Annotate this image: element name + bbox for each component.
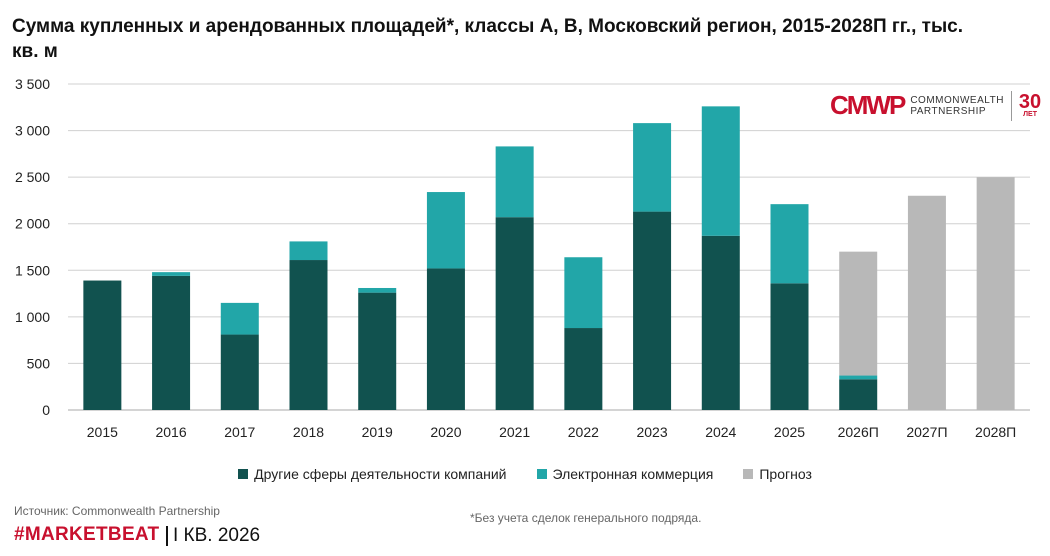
- y-axis: 0 500 1 000 1 500 2 000 2 500 3 000 3 500: [15, 76, 50, 418]
- x-tick-label: 2025: [774, 424, 805, 440]
- x-axis: 2015 2016 2017 2018 2019 2020 2021 2022 2023 2024…: [87, 424, 1016, 440]
- bar-other: [426, 268, 465, 410]
- y-tick-label: 2 500: [15, 169, 50, 185]
- bars: [83, 106, 1015, 410]
- bar-ecom: [220, 302, 259, 335]
- bar-ecom: [495, 146, 534, 218]
- logo-divider: [1010, 90, 1012, 121]
- bar-ecom: [564, 257, 603, 329]
- x-tick-label: 2021: [499, 424, 530, 440]
- bar-ecom: [839, 375, 878, 380]
- y-tick-label: 3 000: [15, 123, 50, 139]
- bar-ecom: [426, 192, 465, 269]
- x-tick-label: 2017: [224, 424, 255, 440]
- logo-text: COMMONWEALTH PARTNERSHIP: [910, 95, 1004, 117]
- bar-ecom: [289, 241, 328, 261]
- bar-other: [220, 334, 259, 410]
- x-tick-label: 2026П: [838, 424, 879, 440]
- x-tick-label: 2028П: [975, 424, 1016, 440]
- grid-lines: [68, 83, 1030, 411]
- logo-mark: CMWP: [830, 90, 906, 120]
- x-tick-label: 2016: [155, 424, 186, 440]
- bar-other: [770, 283, 809, 410]
- company-logo: CMWP COMMONWEALTH PARTNERSHIP 30 ЛЕТ: [830, 90, 1041, 121]
- bar-ecom: [701, 106, 740, 236]
- marketbeat-brand: #MARKETBEAT: [14, 524, 160, 545]
- bar-forecast: [907, 195, 946, 410]
- logo-line2: PARTNERSHIP: [910, 105, 987, 117]
- legend-swatch-ecom: [536, 469, 547, 479]
- report-period: I КВ. 2026: [166, 526, 260, 546]
- bar-other: [83, 280, 122, 410]
- x-tick-label: 2019: [362, 424, 393, 440]
- y-tick-label: 2 000: [15, 216, 50, 232]
- x-tick-label: 2020: [430, 424, 461, 440]
- y-tick-label: 500: [27, 355, 51, 371]
- bar-other: [564, 328, 603, 410]
- x-tick-label: 2015: [87, 424, 118, 440]
- bar-other: [701, 235, 740, 410]
- legend-label-forecast: Прогноз: [759, 466, 812, 482]
- bar-other: [358, 292, 397, 410]
- x-tick-label: 2018: [293, 424, 324, 440]
- bar-forecast: [839, 251, 878, 376]
- bar-other: [633, 211, 672, 410]
- bar-other: [495, 217, 534, 410]
- chart-title: Сумма купленных и арендованных площадей*…: [12, 16, 964, 62]
- y-tick-label: 0: [42, 402, 50, 418]
- bar-forecast: [976, 177, 1015, 410]
- bar-other: [289, 260, 328, 410]
- bar-ecom: [152, 272, 191, 276]
- source-note: Источник: Commonwealth Partnership: [14, 504, 220, 518]
- bar-ecom: [633, 123, 672, 212]
- anniversary-number: 30: [1018, 90, 1042, 113]
- legend-swatch-other: [238, 469, 249, 479]
- anniversary-badge: 30 ЛЕТ: [1018, 90, 1042, 119]
- chart-legend: Другие сферы деятельности компаний Элект…: [0, 466, 1050, 482]
- legend-label-ecom: Электронная коммерция: [552, 466, 714, 482]
- bar-ecom: [358, 287, 397, 293]
- legend-item-other: Другие сферы деятельности компаний: [238, 466, 507, 482]
- x-tick-label: 2023: [636, 424, 667, 440]
- x-tick-label: 2027П: [906, 424, 947, 440]
- bar-other: [839, 379, 878, 410]
- y-tick-label: 1 000: [15, 309, 50, 325]
- legend-item-ecom: Электронная коммерция: [536, 466, 714, 482]
- x-tick-label: 2022: [568, 424, 599, 440]
- legend-item-forecast: Прогноз: [743, 466, 812, 482]
- bar-other: [152, 275, 191, 410]
- legend-swatch-forecast: [743, 469, 754, 479]
- y-tick-label: 1 500: [15, 262, 50, 278]
- bar-ecom: [770, 204, 809, 284]
- footnote: *Без учета сделок генерального подряда.: [470, 511, 702, 525]
- y-tick-label: 3 500: [15, 76, 50, 92]
- anniversary-suffix: ЛЕТ: [1023, 110, 1037, 118]
- legend-label-other: Другие сферы деятельности компаний: [254, 466, 507, 482]
- x-tick-label: 2024: [705, 424, 736, 440]
- logo-line1: COMMONWEALTH: [910, 94, 1004, 106]
